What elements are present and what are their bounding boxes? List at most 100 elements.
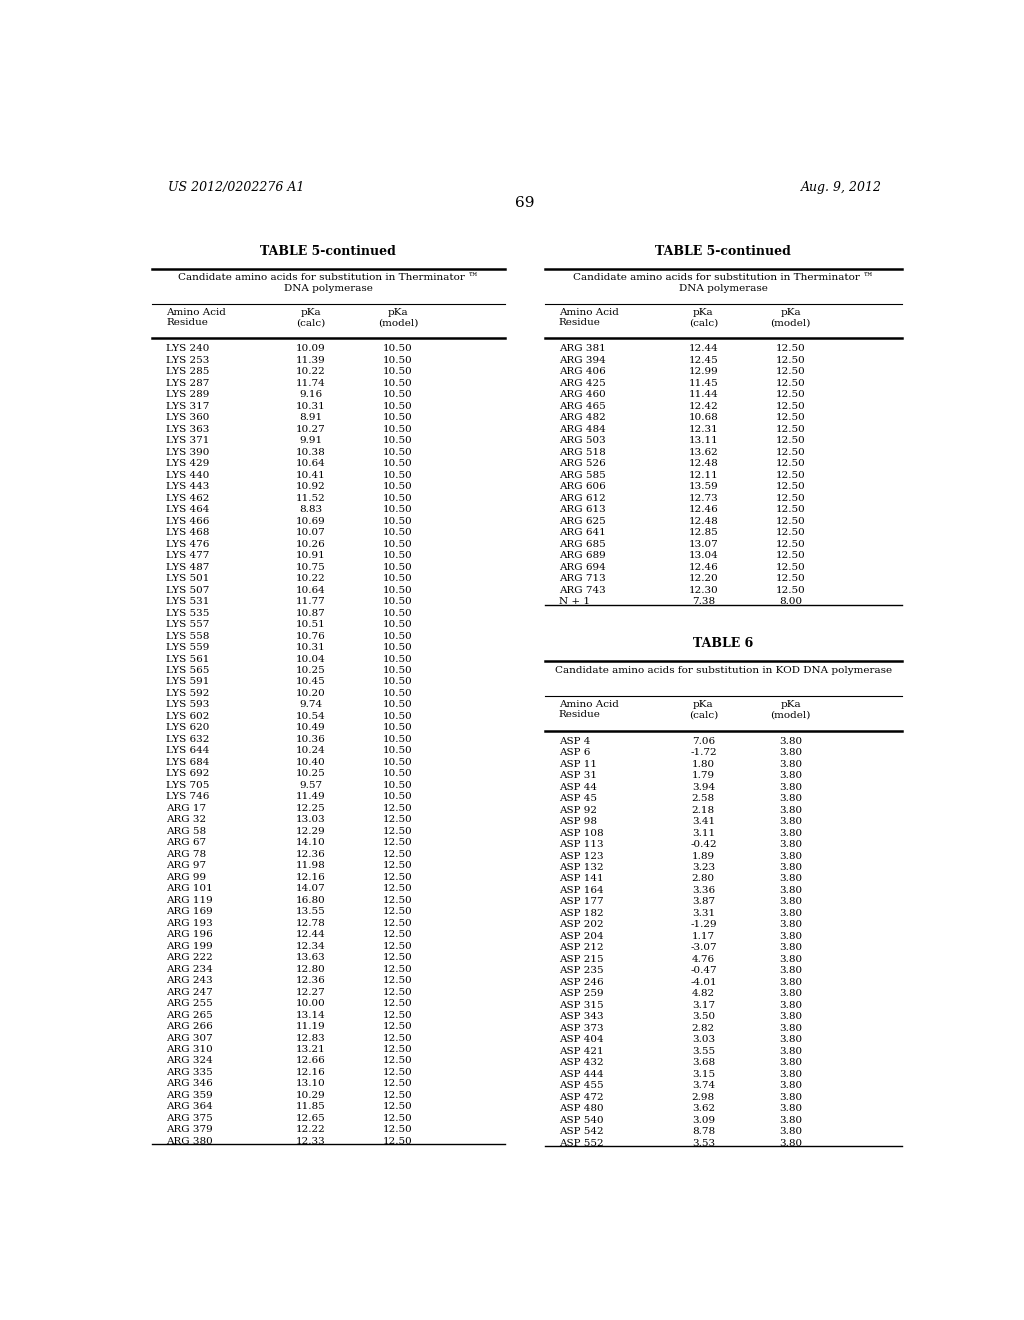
Text: 10.22: 10.22 — [296, 574, 326, 583]
Text: ARG 585: ARG 585 — [559, 471, 605, 479]
Text: 12.50: 12.50 — [383, 884, 413, 894]
Text: 12.50: 12.50 — [383, 873, 413, 882]
Text: ARG 484: ARG 484 — [559, 425, 605, 434]
Text: ARG 247: ARG 247 — [166, 987, 213, 997]
Text: ASP 177: ASP 177 — [559, 898, 603, 907]
Text: 12.65: 12.65 — [296, 1114, 326, 1123]
Text: LYS 592: LYS 592 — [166, 689, 210, 698]
Text: 10.50: 10.50 — [383, 792, 413, 801]
Text: 3.80: 3.80 — [779, 783, 802, 792]
Text: ARG 379: ARG 379 — [166, 1126, 213, 1134]
Text: 10.24: 10.24 — [296, 746, 326, 755]
Text: 11.49: 11.49 — [296, 792, 326, 801]
Text: 10.50: 10.50 — [383, 758, 413, 767]
Text: 12.30: 12.30 — [688, 586, 718, 594]
Text: 12.50: 12.50 — [776, 391, 806, 400]
Text: LYS 462: LYS 462 — [166, 494, 210, 503]
Text: ARG 222: ARG 222 — [166, 953, 213, 962]
Text: 10.50: 10.50 — [383, 609, 413, 618]
Text: ASP 108: ASP 108 — [559, 829, 603, 838]
Text: ARG 97: ARG 97 — [166, 861, 206, 870]
Text: 9.16: 9.16 — [299, 391, 323, 400]
Text: 10.50: 10.50 — [383, 471, 413, 479]
Text: 13.59: 13.59 — [688, 482, 718, 491]
Text: Amino Acid
Residue: Amino Acid Residue — [166, 308, 226, 327]
Text: ARG 193: ARG 193 — [166, 919, 213, 928]
Text: TABLE 5-continued: TABLE 5-continued — [260, 244, 396, 257]
Text: LYS 440: LYS 440 — [166, 471, 210, 479]
Text: LYS 464: LYS 464 — [166, 506, 210, 515]
Text: 13.03: 13.03 — [296, 816, 326, 824]
Text: ARG 460: ARG 460 — [559, 391, 605, 400]
Text: ARG 359: ARG 359 — [166, 1090, 213, 1100]
Text: 3.80: 3.80 — [779, 829, 802, 838]
Text: 2.82: 2.82 — [692, 1024, 715, 1032]
Text: 12.50: 12.50 — [383, 919, 413, 928]
Text: 12.50: 12.50 — [383, 1056, 413, 1065]
Text: -1.72: -1.72 — [690, 748, 717, 758]
Text: 12.83: 12.83 — [296, 1034, 326, 1043]
Text: 10.50: 10.50 — [383, 597, 413, 606]
Text: 10.50: 10.50 — [383, 356, 413, 364]
Text: 12.50: 12.50 — [776, 552, 806, 560]
Text: 3.80: 3.80 — [779, 920, 802, 929]
Text: LYS 477: LYS 477 — [166, 552, 210, 560]
Text: LYS 535: LYS 535 — [166, 609, 210, 618]
Text: 12.50: 12.50 — [776, 367, 806, 376]
Text: ARG 266: ARG 266 — [166, 1022, 213, 1031]
Text: 3.36: 3.36 — [692, 886, 715, 895]
Text: ARG 380: ARG 380 — [166, 1137, 213, 1146]
Text: ARG 743: ARG 743 — [559, 586, 605, 594]
Text: 10.69: 10.69 — [296, 516, 326, 525]
Text: 10.50: 10.50 — [383, 667, 413, 675]
Text: 10.50: 10.50 — [383, 401, 413, 411]
Text: LYS 558: LYS 558 — [166, 631, 210, 640]
Text: LYS 632: LYS 632 — [166, 735, 210, 744]
Text: 12.46: 12.46 — [688, 562, 718, 572]
Text: 12.50: 12.50 — [776, 413, 806, 422]
Text: 12.50: 12.50 — [776, 506, 806, 515]
Text: ARG 58: ARG 58 — [166, 826, 206, 836]
Text: ASP 11: ASP 11 — [559, 759, 597, 768]
Text: LYS 317: LYS 317 — [166, 401, 210, 411]
Text: ARG 694: ARG 694 — [559, 562, 605, 572]
Text: 12.50: 12.50 — [383, 1022, 413, 1031]
Text: 10.92: 10.92 — [296, 482, 326, 491]
Text: pKa
(model): pKa (model) — [770, 308, 811, 327]
Text: 10.50: 10.50 — [383, 413, 413, 422]
Text: ASP 259: ASP 259 — [559, 990, 603, 998]
Text: 1.89: 1.89 — [692, 851, 715, 861]
Text: 11.44: 11.44 — [688, 391, 718, 400]
Text: Amino Acid
Residue: Amino Acid Residue — [559, 308, 618, 327]
Text: 12.25: 12.25 — [296, 804, 326, 813]
Text: 12.50: 12.50 — [383, 1045, 413, 1053]
Text: 10.50: 10.50 — [383, 655, 413, 664]
Text: 12.48: 12.48 — [688, 516, 718, 525]
Text: ASP 6: ASP 6 — [559, 748, 590, 758]
Text: ARG 689: ARG 689 — [559, 552, 605, 560]
Text: 11.98: 11.98 — [296, 861, 326, 870]
Text: pKa
(model): pKa (model) — [770, 700, 811, 719]
Text: 8.83: 8.83 — [299, 506, 323, 515]
Text: LYS 561: LYS 561 — [166, 655, 210, 664]
Text: 3.80: 3.80 — [779, 1047, 802, 1056]
Text: 10.29: 10.29 — [296, 1090, 326, 1100]
Text: LYS 287: LYS 287 — [166, 379, 210, 388]
Text: 12.50: 12.50 — [776, 586, 806, 594]
Text: LYS 429: LYS 429 — [166, 459, 210, 469]
Text: ARG 606: ARG 606 — [559, 482, 605, 491]
Text: LYS 487: LYS 487 — [166, 562, 210, 572]
Text: 10.64: 10.64 — [296, 459, 326, 469]
Text: LYS 746: LYS 746 — [166, 792, 210, 801]
Text: 3.80: 3.80 — [779, 737, 802, 746]
Text: ARG 67: ARG 67 — [166, 838, 206, 847]
Text: 3.80: 3.80 — [779, 932, 802, 941]
Text: LYS 476: LYS 476 — [166, 540, 210, 549]
Text: ASP 182: ASP 182 — [559, 909, 603, 917]
Text: 3.80: 3.80 — [779, 795, 802, 803]
Text: -0.42: -0.42 — [690, 840, 717, 849]
Text: ARG 641: ARG 641 — [559, 528, 605, 537]
Text: 9.57: 9.57 — [299, 781, 323, 789]
Text: 11.85: 11.85 — [296, 1102, 326, 1111]
Text: 10.91: 10.91 — [296, 552, 326, 560]
